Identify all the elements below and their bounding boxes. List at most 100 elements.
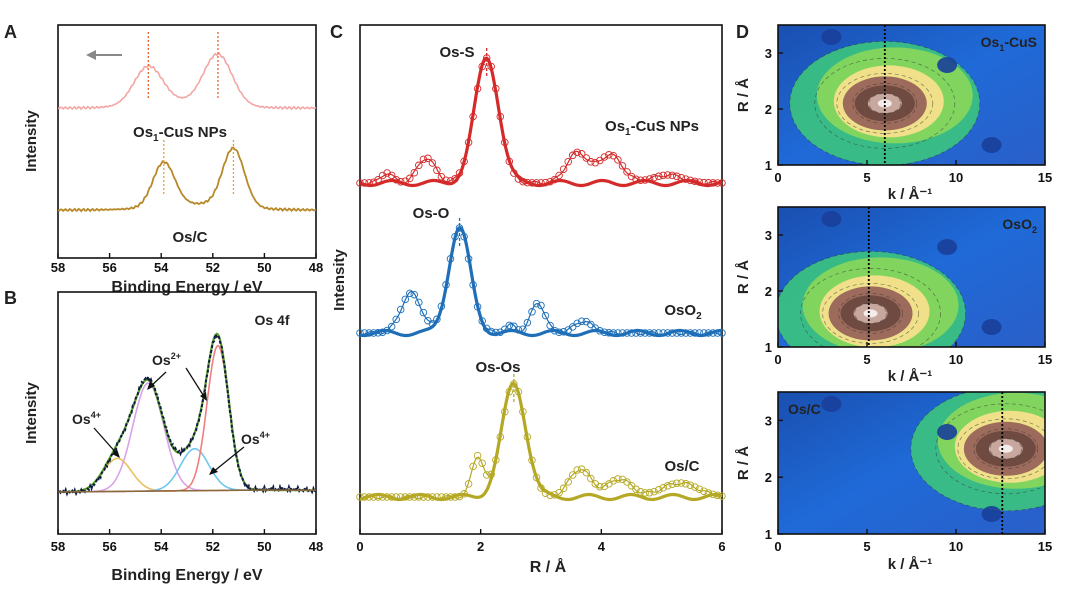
exafs-point xyxy=(505,321,514,330)
wavelet-ylabel: R / Å xyxy=(735,260,752,294)
exafs-point xyxy=(410,493,419,501)
exafs-point xyxy=(654,486,663,494)
exafs-point xyxy=(636,488,645,496)
exafs-point xyxy=(514,326,523,334)
exafs-point xyxy=(663,482,672,490)
exafs-point xyxy=(577,150,586,158)
exafs-point xyxy=(428,493,437,501)
exafs-point xyxy=(369,178,378,186)
exafs-point xyxy=(668,480,676,488)
panel-b-xps-fit: Intensity Binding Energy / eV Os 4f 58 56… xyxy=(23,291,323,584)
exafs-point xyxy=(650,329,658,337)
panel-a-x-tick-label: 56 xyxy=(102,260,116,275)
exafs-point xyxy=(700,329,708,337)
exafs-point xyxy=(473,303,482,311)
exafs-point xyxy=(550,491,559,499)
annotation-os4-right-arrow xyxy=(212,446,245,473)
wavelet-x-tick-label: 0 xyxy=(774,352,781,367)
exafs-point xyxy=(695,329,704,337)
exafs-point xyxy=(514,175,523,183)
exafs-point xyxy=(582,468,591,477)
exafs-point xyxy=(387,322,396,331)
exafs-point xyxy=(645,175,654,183)
exafs-point xyxy=(460,490,468,498)
exafs-point xyxy=(501,407,509,416)
exafs-point xyxy=(460,157,468,166)
exafs-point xyxy=(555,171,563,180)
exafs-point xyxy=(442,176,450,184)
exafs-point xyxy=(469,112,477,121)
panel-letter-c: C xyxy=(330,22,343,42)
panel-b-x-tick-label: 50 xyxy=(257,539,271,554)
exafs-point xyxy=(487,470,495,479)
exafs-point xyxy=(600,153,609,161)
panel-b-x-tick-label: 48 xyxy=(309,539,323,554)
panel-letter-b: B xyxy=(4,288,17,308)
exafs-point xyxy=(686,329,695,337)
exafs-point xyxy=(473,451,482,460)
exafs-point xyxy=(641,329,649,337)
exafs-point xyxy=(559,165,568,173)
panel-a-x-tick-label: 54 xyxy=(154,260,169,275)
exafs-fit-line-0 xyxy=(359,56,723,188)
exafs-point xyxy=(437,493,446,501)
panel-a-frame xyxy=(57,24,317,259)
fit-component-2 xyxy=(58,382,316,493)
exafs-point xyxy=(718,179,726,187)
exafs-point xyxy=(510,169,518,177)
exafs-point xyxy=(496,433,505,441)
wavelet-x-tick-label: 15 xyxy=(1038,170,1052,185)
exafs-point xyxy=(641,176,649,184)
annotation-os4-left-arrow xyxy=(93,427,119,456)
panel-a-ylabel: Intensity xyxy=(23,110,40,172)
wavelet-map-0: 0 5 10 15 1 2 3 R / Å k / Å⁻¹ Os1-CuS xyxy=(735,24,1052,203)
exafs-point xyxy=(396,493,405,501)
wavelet-contours xyxy=(778,211,1002,347)
exafs-point xyxy=(415,161,423,170)
exafs-point xyxy=(410,290,419,299)
exafs-point xyxy=(374,329,382,337)
exafs-point xyxy=(668,329,676,337)
panel-letter-d: D xyxy=(736,22,749,42)
exafs-point xyxy=(356,493,364,501)
label-os-c: Os/C xyxy=(172,229,207,246)
exafs-point xyxy=(532,473,541,482)
panel-c-x-tick-label: 4 xyxy=(598,539,606,554)
exafs-point xyxy=(464,255,473,263)
exafs-point xyxy=(492,84,500,93)
exafs-point xyxy=(550,175,559,184)
exafs-point xyxy=(673,329,681,337)
exafs-point xyxy=(654,172,663,181)
exafs-point xyxy=(600,328,609,336)
exafs-point xyxy=(541,178,550,187)
panel-a-x-tick-label: 50 xyxy=(257,260,271,275)
arrowhead-icon xyxy=(112,449,120,458)
exafs-point xyxy=(709,329,717,337)
exafs-point xyxy=(433,315,441,324)
exafs-point xyxy=(446,493,455,501)
exafs-point xyxy=(369,329,378,337)
exafs-point xyxy=(614,329,622,337)
exafs-point xyxy=(365,493,373,501)
exafs-point xyxy=(713,329,722,337)
wavelet-x-tick-label: 0 xyxy=(774,539,781,554)
exafs-point xyxy=(663,171,672,179)
exafs-point xyxy=(356,179,364,187)
exafs-point xyxy=(623,329,631,337)
exafs-point xyxy=(632,329,640,337)
exafs-point xyxy=(673,172,681,181)
exafs-point xyxy=(609,151,618,160)
exafs-point xyxy=(546,321,554,330)
panel-b-x-tick-label: 56 xyxy=(102,539,116,554)
exafs-point xyxy=(609,329,618,337)
exafs-point xyxy=(442,493,450,501)
panel-b-x-tick-label: 58 xyxy=(51,539,65,554)
exafs-point xyxy=(618,329,627,337)
panel-b-x-tick-label: 52 xyxy=(206,539,220,554)
exafs-point xyxy=(704,179,713,187)
exafs-point xyxy=(383,493,391,501)
arrowhead-icon xyxy=(209,467,218,475)
exafs-point xyxy=(365,329,373,337)
exafs-point xyxy=(392,175,400,184)
